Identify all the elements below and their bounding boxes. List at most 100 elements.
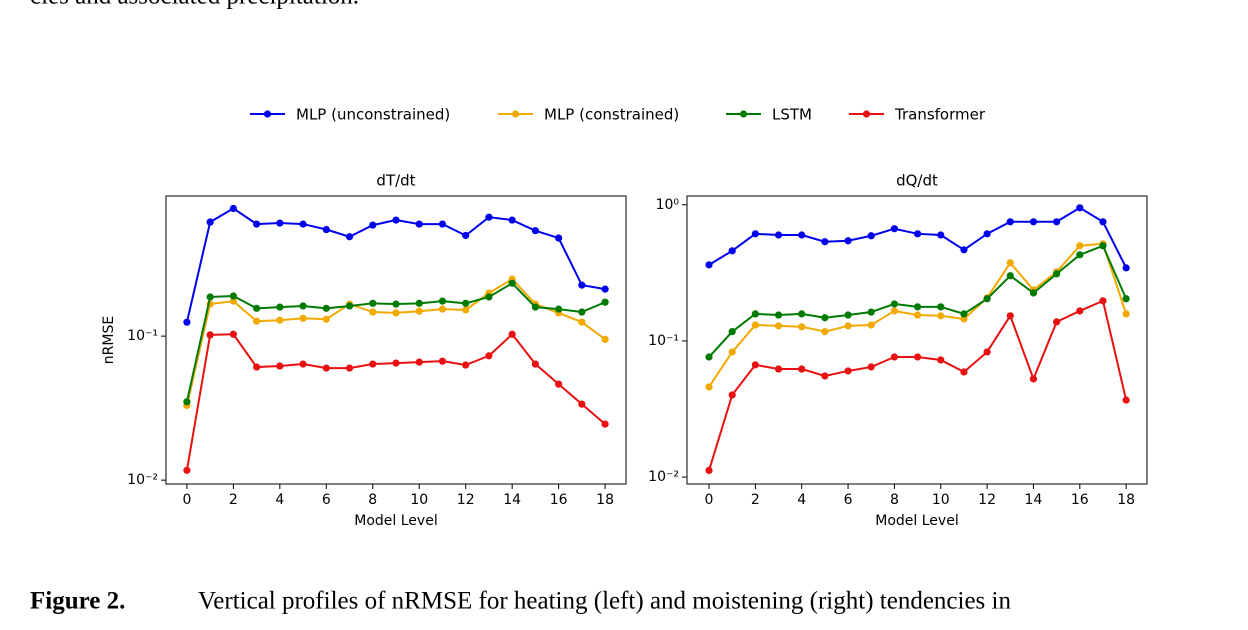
data-point	[821, 372, 829, 380]
data-point	[555, 380, 563, 388]
data-point	[844, 322, 852, 330]
data-point	[1076, 204, 1084, 212]
y-tick-label: 10⁻¹	[127, 328, 158, 344]
data-point	[728, 247, 736, 255]
data-point	[485, 293, 493, 301]
legend-marker	[862, 110, 871, 118]
data-point	[937, 303, 945, 311]
data-point	[1029, 218, 1038, 226]
data-point	[774, 365, 783, 373]
data-point	[322, 315, 330, 323]
data-point	[774, 322, 783, 330]
data-point	[774, 311, 783, 319]
data-point	[299, 220, 307, 228]
data-point	[485, 213, 493, 221]
data-point	[705, 353, 713, 361]
data-point	[1099, 242, 1107, 250]
data-point	[555, 234, 563, 242]
caption-label: Figure 2.	[30, 588, 125, 615]
data-point	[728, 391, 736, 399]
legend-marker	[511, 110, 520, 118]
data-point	[369, 308, 377, 316]
data-point	[345, 233, 354, 241]
x-tick-label: 10	[932, 492, 950, 508]
x-tick-label: 0	[182, 492, 191, 508]
data-point	[508, 216, 516, 224]
data-point	[913, 230, 922, 238]
plot-frame	[686, 195, 1148, 485]
data-point	[229, 204, 237, 213]
data-point	[183, 466, 191, 474]
data-point	[1099, 297, 1107, 305]
data-point	[890, 353, 899, 361]
x-tick-label: 16	[1071, 492, 1089, 508]
data-point	[601, 298, 609, 306]
data-point	[1053, 318, 1061, 326]
data-point	[1006, 259, 1014, 267]
data-point	[578, 308, 586, 316]
data-point	[705, 383, 713, 391]
data-point	[728, 348, 736, 356]
data-point	[415, 220, 423, 228]
data-point	[392, 359, 400, 367]
x-tick-label: 12	[457, 492, 475, 508]
data-point	[438, 357, 447, 365]
x-tick-label: 12	[978, 492, 996, 508]
data-point	[960, 246, 968, 254]
data-point	[229, 292, 237, 300]
data-point	[206, 331, 214, 339]
data-point	[705, 261, 713, 269]
data-point	[369, 299, 377, 307]
y-tick-label: 10⁻¹	[648, 333, 679, 349]
data-point	[531, 227, 539, 235]
x-tick-label: 16	[550, 492, 568, 508]
x-tick-label: 2	[751, 492, 760, 508]
data-point	[983, 295, 991, 303]
data-point	[415, 358, 423, 366]
data-point	[462, 306, 470, 314]
data-point	[415, 299, 423, 307]
data-point	[821, 314, 829, 322]
data-point	[253, 304, 261, 312]
legend-marker	[739, 110, 748, 118]
x-tick-label: 0	[705, 492, 714, 508]
data-point	[253, 220, 261, 228]
data-point	[299, 302, 307, 310]
legend-label: MLP (constrained)	[544, 106, 679, 124]
data-point	[1099, 218, 1107, 226]
x-tick-label: 10	[410, 492, 428, 508]
data-point	[322, 225, 330, 234]
plot-frame	[165, 195, 627, 485]
data-point	[1076, 242, 1084, 250]
x-tick-label: 4	[797, 492, 806, 508]
data-point	[508, 279, 516, 287]
legend-label: LSTM	[772, 106, 812, 124]
data-point	[253, 363, 261, 371]
data-point	[1076, 251, 1084, 259]
data-point	[798, 231, 806, 239]
y-tick-label: 10⁻²	[648, 469, 679, 485]
data-point	[462, 299, 470, 307]
data-point	[578, 400, 586, 408]
data-point	[322, 364, 330, 372]
series-line	[185, 277, 606, 406]
data-point	[438, 297, 447, 305]
data-point	[345, 302, 354, 310]
series-line	[185, 332, 606, 471]
data-point	[1122, 310, 1130, 318]
series-line	[708, 244, 1128, 358]
data-point	[438, 305, 447, 313]
data-point	[937, 231, 945, 239]
data-point	[751, 361, 759, 369]
data-point	[1053, 218, 1061, 226]
data-point	[705, 466, 713, 475]
data-point	[345, 364, 354, 372]
data-point	[913, 311, 922, 319]
data-point	[276, 362, 284, 370]
data-point	[1006, 312, 1014, 320]
data-point	[392, 216, 400, 224]
data-point	[821, 238, 829, 246]
data-point	[1122, 396, 1130, 404]
